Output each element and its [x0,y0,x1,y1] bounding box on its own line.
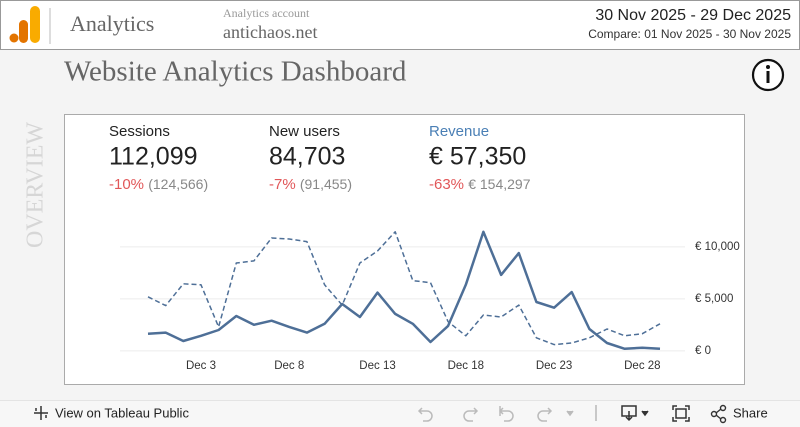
x-tick-label: Dec 18 [448,360,484,372]
info-button[interactable] [751,58,785,92]
compare-range: Compare: 01 Nov 2025 - 30 Nov 2025 [588,27,791,41]
kpi-change: -7% [269,176,296,193]
kpi-previous: (91,455) [300,176,352,192]
app-name: Analytics [70,11,154,36]
x-tick-label: Dec 3 [186,360,216,372]
kpi-label: New users [269,123,340,140]
x-tick-label: Dec 8 [274,360,304,372]
y-tick-label: € 10,000 [695,241,740,253]
toolbar [0,400,800,427]
x-tick-label: Dec 28 [624,360,660,372]
kpi-change: -10% [109,176,144,193]
kpi-comparison: -63% € 154,297 [429,176,531,193]
date-range: 30 Nov 2025 - 29 Dec 2025 [595,7,791,24]
tableau-icon[interactable] [34,406,48,420]
revenue-line [147,230,661,351]
kpi-value: € 57,350 [429,143,526,171]
section-label: OVERVIEW [23,122,49,248]
download-icon[interactable] [621,405,649,422]
kpi-previous: (124,566) [148,176,208,192]
comparison-line [147,231,661,346]
x-tick-label: Dec 23 [536,360,572,372]
header-bar [0,0,800,50]
account-name: antichaos.net [223,22,317,42]
share-button[interactable]: Share [733,405,768,420]
kpi-label: Sessions [109,123,170,140]
kpi-comparison: -7% (91,455) [269,176,352,193]
share-icon[interactable] [710,404,727,424]
logo [9,6,40,43]
account-label: Analytics account [223,6,310,20]
kpi-comparison: -10% (124,566) [109,176,208,193]
y-tick-label: € 5,000 [695,293,733,305]
view-link[interactable]: View on Tableau Public [55,405,189,420]
dashboard-title: Website Analytics Dashboard [64,56,407,88]
fullscreen-icon[interactable] [672,405,690,422]
x-tick-label: Dec 13 [359,360,395,372]
undo-redo-icons[interactable] [417,406,574,422]
kpi-change: -63% [429,176,464,193]
y-tick-label: € 0 [695,345,711,357]
kpi-value: 84,703 [269,143,345,171]
kpi-label: Revenue [429,123,489,140]
kpi-previous: € 154,297 [468,176,530,192]
kpi-value: 112,099 [109,143,198,171]
